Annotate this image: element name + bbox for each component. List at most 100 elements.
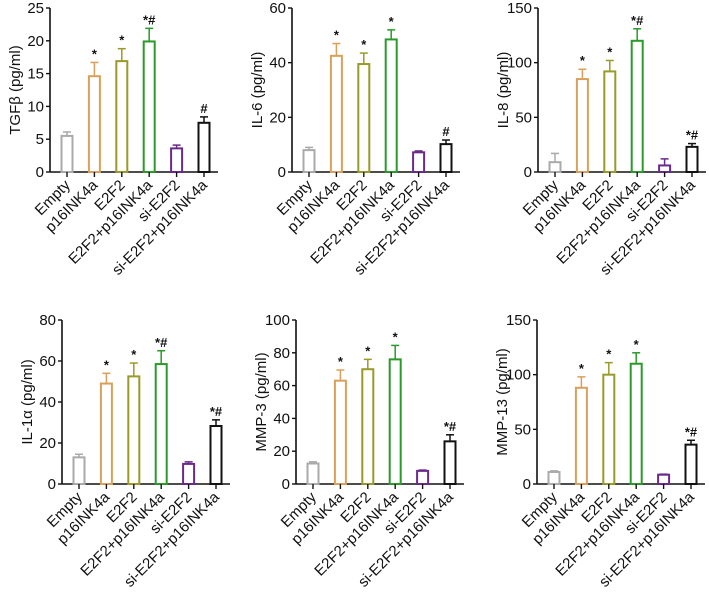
y-tick-label: 150 xyxy=(506,312,531,329)
y-tick-label: 40 xyxy=(39,394,56,411)
bar xyxy=(412,151,426,174)
significance-label: * xyxy=(365,343,371,358)
bar xyxy=(170,147,184,174)
significance-label: # xyxy=(200,101,208,116)
bar xyxy=(306,462,320,485)
y-tick-label: 5 xyxy=(36,131,44,148)
y-axis-label: MMP-13 (pg/ml) xyxy=(494,348,511,456)
bar xyxy=(575,78,589,173)
bar xyxy=(197,121,211,174)
significance-label: *# xyxy=(143,12,156,27)
bar xyxy=(684,443,698,485)
significance-label: * xyxy=(104,357,110,372)
bar xyxy=(99,382,113,485)
significance-label: * xyxy=(389,14,395,29)
y-tick-label: 40 xyxy=(269,55,286,72)
bar xyxy=(630,39,644,173)
significance-label: * xyxy=(579,361,585,376)
bar xyxy=(548,161,562,174)
significance-label: * xyxy=(338,354,344,369)
bar xyxy=(333,379,347,485)
y-tick-label: 80 xyxy=(273,345,290,362)
bar xyxy=(142,40,156,174)
significance-label: *# xyxy=(686,128,699,143)
significance-label: * xyxy=(361,37,367,52)
y-axis-label: IL-8 (pg/ml) xyxy=(495,52,512,129)
bar xyxy=(87,75,101,173)
y-tick-label: 150 xyxy=(507,0,532,17)
significance-label: *# xyxy=(631,13,644,28)
bar xyxy=(329,54,343,173)
y-tick-label: 20 xyxy=(269,109,286,126)
bar xyxy=(574,386,588,485)
y-tick-label: 100 xyxy=(506,367,531,384)
y-tick-label: 20 xyxy=(27,33,44,50)
bar xyxy=(603,70,617,173)
y-tick-label: 0 xyxy=(282,476,290,493)
y-tick-label: 80 xyxy=(39,312,56,329)
bar xyxy=(547,470,561,485)
bar xyxy=(209,424,223,485)
y-tick-label: 100 xyxy=(507,55,532,72)
y-tick-label: 0 xyxy=(523,476,531,493)
bar xyxy=(127,375,141,485)
bar xyxy=(302,149,316,173)
y-tick-label: 0 xyxy=(278,164,286,181)
y-axis-label: MMP-3 (pg/ml) xyxy=(253,352,270,451)
significance-label: * xyxy=(119,33,125,48)
y-tick-label: 20 xyxy=(39,435,56,452)
significance-label: * xyxy=(334,28,340,43)
y-tick-label: 25 xyxy=(27,0,44,17)
y-tick-label: 15 xyxy=(27,66,44,83)
y-axis-label: IL-1α (pg/ml) xyxy=(19,359,36,444)
significance-label: *# xyxy=(444,419,457,434)
bar xyxy=(416,469,430,486)
bar xyxy=(384,38,398,173)
bar xyxy=(629,362,643,486)
bar xyxy=(685,145,699,173)
significance-label: *# xyxy=(685,424,698,439)
significance-label: * xyxy=(393,329,399,344)
y-tick-label: 0 xyxy=(36,164,44,181)
y-axis-label: IL-6 (pg/ml) xyxy=(249,52,266,129)
y-tick-label: 60 xyxy=(39,353,56,370)
bar xyxy=(388,358,402,485)
y-axis-label: TGFβ (pg/ml) xyxy=(7,45,24,134)
bar xyxy=(439,143,453,173)
bar xyxy=(357,63,371,173)
y-tick-label: 10 xyxy=(27,98,44,115)
y-tick-label: 50 xyxy=(514,421,531,438)
bar xyxy=(658,164,672,174)
bar xyxy=(182,462,196,486)
y-tick-label: 60 xyxy=(269,0,286,17)
y-tick-label: 0 xyxy=(48,476,56,493)
bar xyxy=(361,368,375,486)
significance-label: # xyxy=(442,124,450,139)
y-tick-label: 0 xyxy=(524,164,532,181)
significance-label: * xyxy=(606,347,612,362)
y-tick-label: 100 xyxy=(265,312,290,329)
bar xyxy=(60,134,74,173)
significance-label: * xyxy=(131,347,137,362)
bar xyxy=(443,440,457,485)
bar xyxy=(72,456,86,486)
bar xyxy=(657,473,671,485)
y-tick-label: 60 xyxy=(273,378,290,395)
bar xyxy=(602,373,616,486)
significance-label: *# xyxy=(210,404,223,419)
bar xyxy=(115,60,129,173)
significance-label: * xyxy=(634,337,640,352)
significance-label: *# xyxy=(155,335,168,350)
y-tick-label: 20 xyxy=(273,443,290,460)
significance-label: * xyxy=(580,53,586,68)
significance-label: * xyxy=(607,44,613,59)
bar xyxy=(154,363,168,486)
significance-label: * xyxy=(92,46,98,61)
